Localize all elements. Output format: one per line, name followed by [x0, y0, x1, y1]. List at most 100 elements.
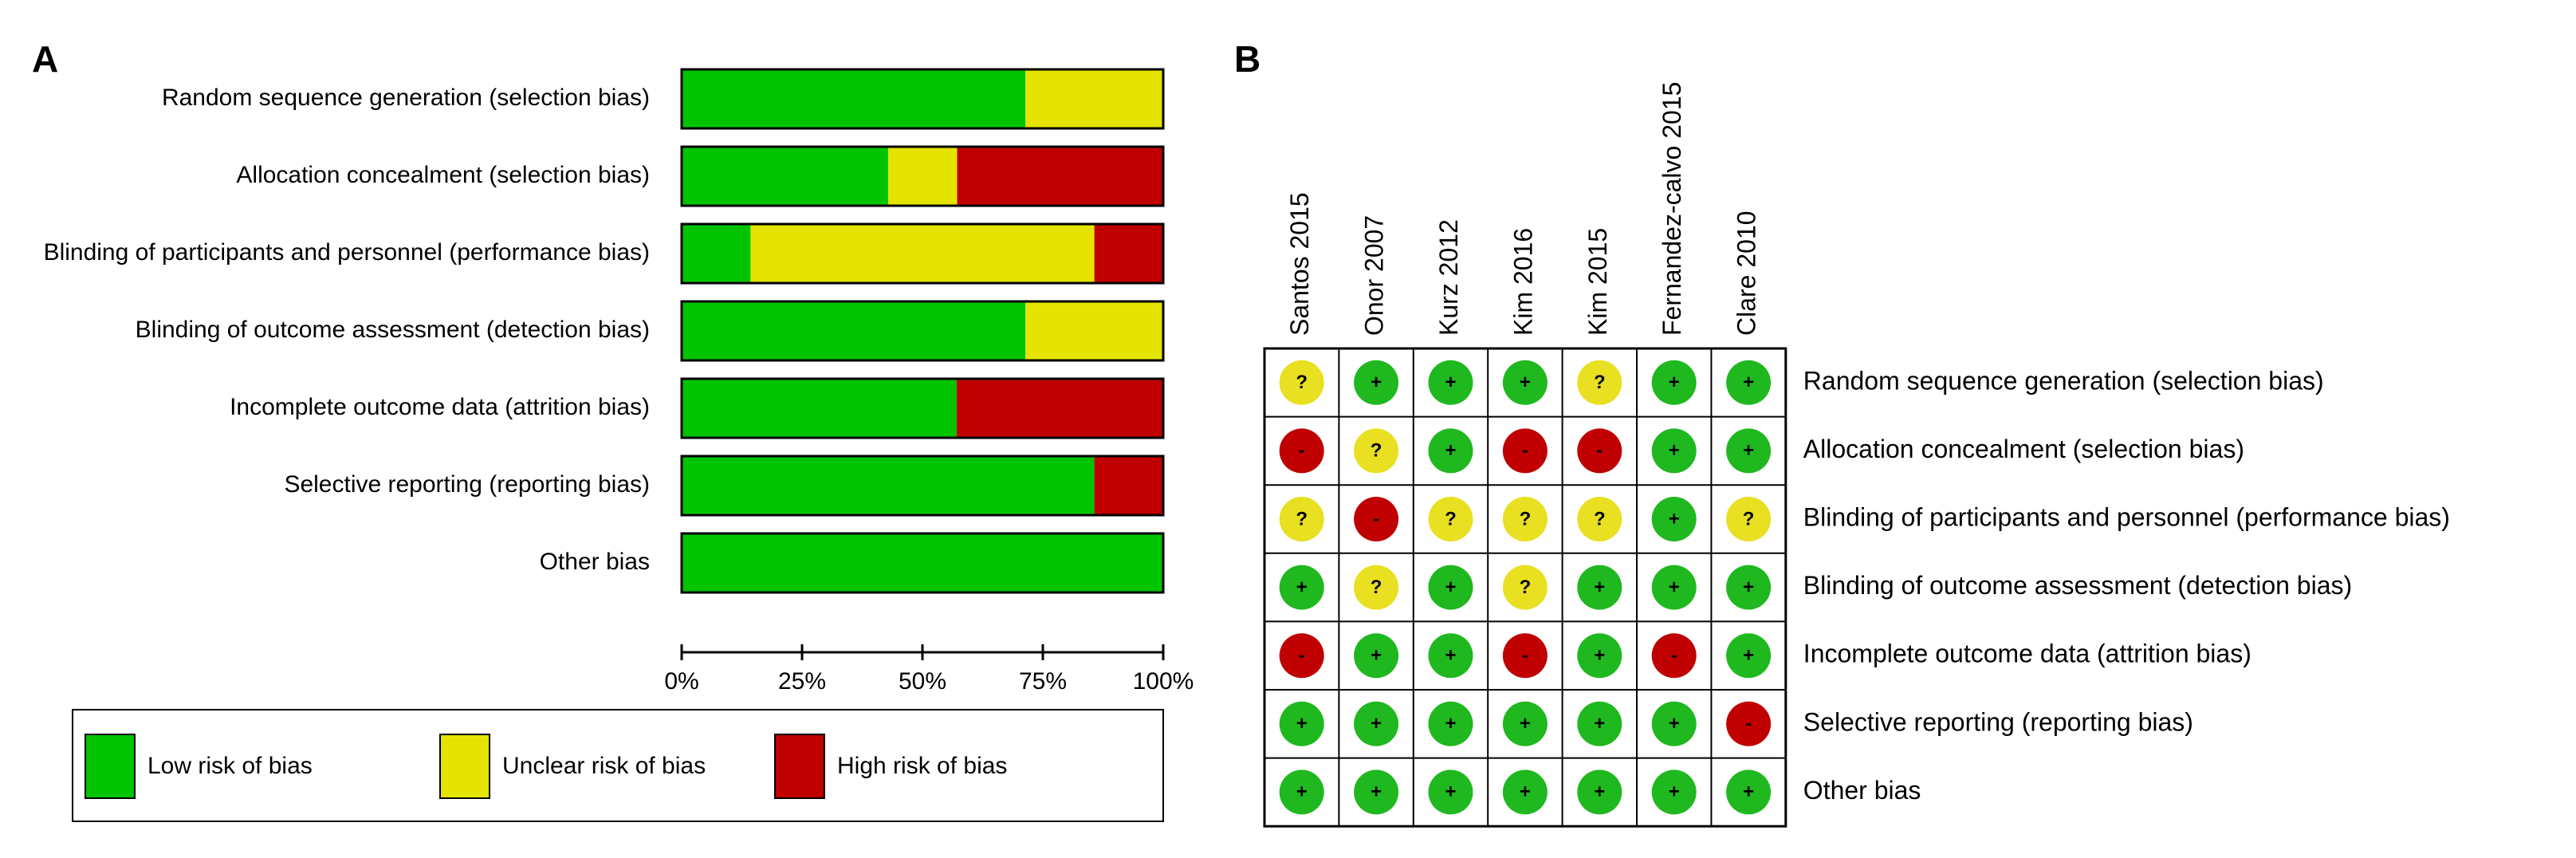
judgment-symbol: + — [1445, 781, 1456, 803]
bar-outline — [680, 68, 1165, 130]
category-label: Random sequence generation (selection bi… — [162, 85, 650, 111]
judgment-dot — [1279, 769, 1324, 815]
judgment-dot — [1354, 428, 1399, 474]
judgment-dot — [1428, 565, 1473, 610]
judgment-dot — [1726, 769, 1772, 815]
judgment-symbol: ? — [1594, 508, 1606, 529]
bar-segment — [682, 533, 1163, 592]
study-label: Santos 2015 — [1285, 192, 1314, 336]
bar-segment — [888, 147, 958, 206]
judgment-dot — [1428, 701, 1473, 746]
judgment-dot — [1577, 428, 1622, 474]
judgment-symbol: - — [1299, 645, 1305, 667]
judgment-symbol: ? — [1594, 372, 1606, 393]
judgment-symbol: + — [1743, 440, 1754, 462]
judgment-dot — [1502, 769, 1548, 815]
judgment-symbol: ? — [1743, 508, 1755, 529]
bar-segment — [682, 69, 1026, 128]
category-label: Blinding of outcome assessment (detectio… — [136, 317, 650, 343]
judgment-symbol: - — [1522, 645, 1528, 667]
judgment-dot — [1279, 701, 1324, 746]
judgment-dot — [1428, 633, 1473, 679]
judgment-dot — [1354, 701, 1399, 746]
legend-box — [72, 709, 1164, 822]
x-tick-label: 100% — [1133, 668, 1194, 695]
study-label: Fernandez-calvo 2015 — [1658, 82, 1686, 336]
bar-outline — [680, 377, 1165, 439]
judgment-symbol: ? — [1520, 577, 1532, 598]
judgment-symbol: + — [1445, 440, 1456, 462]
legend-swatch — [774, 734, 825, 799]
judgment-symbol: - — [1745, 713, 1752, 734]
bar-outline — [680, 300, 1165, 362]
judgment-dot — [1502, 360, 1548, 405]
judgment-dot — [1428, 428, 1473, 474]
judgment-symbol: ? — [1520, 508, 1532, 529]
category-label: Blinding of participants and personnel (… — [44, 239, 650, 266]
bar-segment — [956, 379, 1163, 438]
bar-segment — [957, 147, 1164, 206]
bar-outline — [680, 145, 1165, 207]
judgment-dot — [1726, 360, 1772, 405]
x-tick-label: 25% — [778, 668, 826, 695]
judgment-symbol: - — [1596, 440, 1603, 462]
judgment-dot — [1279, 565, 1324, 610]
judgment-dot — [1502, 565, 1548, 610]
judgment-symbol: + — [1669, 440, 1680, 462]
judgment-dot — [1577, 565, 1622, 610]
category-label: Selective reporting (reporting bias) — [284, 471, 650, 498]
judgment-symbol: ? — [1296, 372, 1308, 393]
judgment-symbol: + — [1371, 713, 1382, 734]
judgment-symbol: + — [1594, 781, 1605, 803]
judgment-symbol: + — [1371, 645, 1382, 667]
judgment-symbol: + — [1296, 781, 1308, 803]
judgment-dot — [1354, 633, 1399, 679]
domain-label: Random sequence generation (selection bi… — [1803, 366, 2324, 395]
judgment-dot — [1651, 565, 1697, 610]
category-label: Other bias — [540, 549, 650, 575]
legend-swatch — [439, 734, 490, 799]
bar-segment — [1025, 69, 1163, 128]
judgment-symbol: + — [1669, 781, 1680, 803]
judgment-symbol: + — [1371, 781, 1382, 803]
judgment-dot — [1428, 497, 1473, 541]
judgment-symbol: + — [1669, 372, 1680, 393]
judgment-symbol: + — [1296, 713, 1308, 734]
judgment-dot — [1726, 701, 1772, 746]
judgment-dot — [1577, 633, 1622, 679]
judgment-symbol: + — [1669, 508, 1680, 529]
judgment-dot — [1726, 428, 1772, 474]
legend-label: Unclear risk of bias — [502, 753, 706, 779]
study-label: Onor 2007 — [1360, 215, 1389, 336]
judgment-dot — [1577, 701, 1622, 746]
judgment-symbol: + — [1743, 577, 1754, 598]
category-label: Incomplete outcome data (attrition bias) — [230, 394, 650, 420]
judgment-dot — [1354, 360, 1399, 405]
x-tick-label: 50% — [899, 668, 946, 695]
bar-segment — [750, 224, 1095, 283]
panel-label: A — [32, 38, 58, 80]
bar-segment — [1025, 301, 1163, 360]
category-label: Allocation concealment (selection bias) — [236, 162, 650, 188]
judgment-symbol: + — [1669, 577, 1680, 598]
judgment-dot — [1279, 633, 1324, 679]
judgment-symbol: + — [1445, 372, 1456, 393]
judgment-symbol: - — [1671, 645, 1677, 667]
judgment-symbol: + — [1743, 781, 1754, 803]
judgment-symbol: ? — [1296, 508, 1308, 529]
judgment-symbol: + — [1445, 577, 1456, 598]
judgment-dot — [1726, 633, 1772, 679]
panel-label: B — [1234, 38, 1260, 80]
judgment-symbol: + — [1520, 372, 1531, 393]
judgment-symbol: + — [1371, 372, 1382, 393]
judgment-dot — [1502, 633, 1548, 679]
judgment-dot — [1577, 360, 1622, 405]
domain-label: Other bias — [1803, 776, 1921, 805]
judgment-symbol: + — [1743, 645, 1754, 667]
judgment-dot — [1428, 360, 1473, 405]
bar-outline — [680, 532, 1165, 594]
bar-outline — [680, 455, 1165, 517]
bar-segment — [1094, 456, 1163, 515]
judgment-symbol: + — [1445, 645, 1456, 667]
